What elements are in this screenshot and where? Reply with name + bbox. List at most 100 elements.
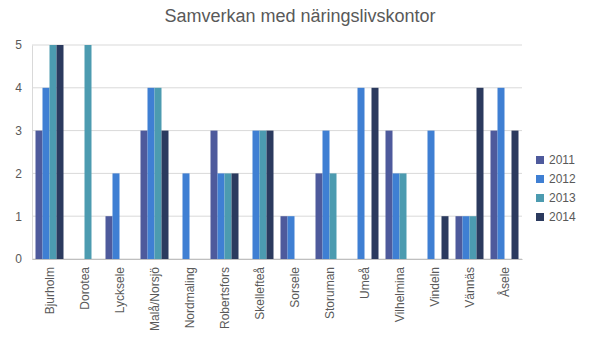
legend-item: 2012 [536,172,576,186]
y-tick: 1 [15,210,32,224]
legend-swatch [536,194,544,202]
bar [393,173,400,259]
bar [183,173,190,259]
title: Samverkan med näringslivskontor [164,6,435,26]
y-tick-label: 0 [15,252,22,266]
x-tick: Nordmaling [183,259,197,328]
bar [428,131,435,259]
bar [36,131,43,259]
bar [141,131,148,259]
x-tick-label: Dorotea [78,267,92,310]
legend-label: 2013 [549,191,576,205]
x-tick: Dorotea [78,259,92,310]
bar [148,88,155,259]
bar [470,216,477,259]
x-tick: Malå/Norsjö [148,259,162,331]
grid-line [32,130,522,131]
x-tick-label: Skellefteå [253,267,267,320]
y-tick: 2 [15,167,32,181]
legend-swatch [536,175,544,183]
series [43,88,505,259]
legend-swatch [536,156,544,164]
bar [106,216,113,259]
x-tick: Lycksele [113,259,127,313]
bar [316,173,323,259]
bar [498,88,505,259]
bar [267,131,274,259]
x-tick-label: Vindeln [428,267,442,307]
grid-line [32,87,522,88]
grid-line [32,173,522,174]
bar [323,131,330,259]
legend-item: 2011 [536,153,575,167]
legend-item: 2014 [536,210,576,224]
bar [372,88,379,259]
x-tick: Skellefteå [253,259,267,320]
legend-label: 2014 [549,210,576,224]
x-tick: Robertsfors [218,259,232,329]
bar [155,88,162,259]
legend-item: 2013 [536,191,576,205]
legend-swatch [536,213,544,221]
x-tick-label: Storuman [323,267,337,319]
y-tick-label: 1 [15,210,22,224]
legend: 2011 2012 2013 2014 [536,153,576,224]
series [50,45,477,259]
chart: Samverkan med näringslivskontor 0 1 2 3 4 5 Bju… [0,0,600,360]
bar [85,45,92,259]
x-tick: Sorsele [288,259,302,308]
y-tick-label: 4 [15,81,22,95]
bar [330,173,337,259]
bar [232,173,239,259]
bar [57,45,64,259]
bar [211,131,218,259]
bar [400,173,407,259]
y-tick: 4 [15,81,32,95]
bar [43,88,50,259]
grid-line [32,45,522,46]
x-axis-line [33,259,523,260]
x-tick-label: Umeå [358,267,372,299]
bar [512,131,519,259]
series [57,45,519,259]
x-tick-label: Lycksele [113,267,127,314]
x-tick: Vindeln [428,259,442,307]
legend-label: 2011 [549,153,575,167]
x-tick: Åsele [497,259,512,297]
x-tick-label: Malå/Norsjö [148,267,162,331]
bar [162,131,169,259]
x-tick-label: Åsele [497,267,512,297]
bar [50,45,57,259]
bar [225,173,232,259]
series [36,131,498,259]
bar [288,216,295,259]
y-tick-label: 5 [15,38,22,52]
x-tick: Umeå [358,259,372,299]
bar [281,216,288,259]
y-tick-label: 3 [15,124,22,138]
y-axis: 0 1 2 3 4 5 [15,38,32,266]
bar [386,131,393,259]
grid [32,45,522,259]
x-tick: Bjurholm [43,259,57,314]
x-axis: Bjurholm Dorotea Lycksele Malå/Norsjö Nordma… [33,259,523,331]
bar [477,88,484,259]
x-tick-label: Robertsfors [218,267,232,329]
y-axis-line [32,46,33,260]
bar [491,131,498,259]
x-tick-label: Sorsele [288,267,302,308]
legend-label: 2012 [549,172,576,186]
bar [113,173,120,259]
x-tick: Vännäs [463,259,477,308]
x-tick: Storuman [323,259,337,319]
bar [456,216,463,259]
bar [218,173,225,259]
bar [463,216,470,259]
plot: 0 1 2 3 4 5 Bjurholm Dorotea Lycksele Malå/Norsjö… [15,38,522,331]
bar [358,88,365,259]
x-tick-label: Vännäs [463,267,477,308]
bar [260,131,267,259]
bars [36,45,519,259]
bar [253,131,260,259]
x-tick: Vilhelmina [393,259,407,322]
